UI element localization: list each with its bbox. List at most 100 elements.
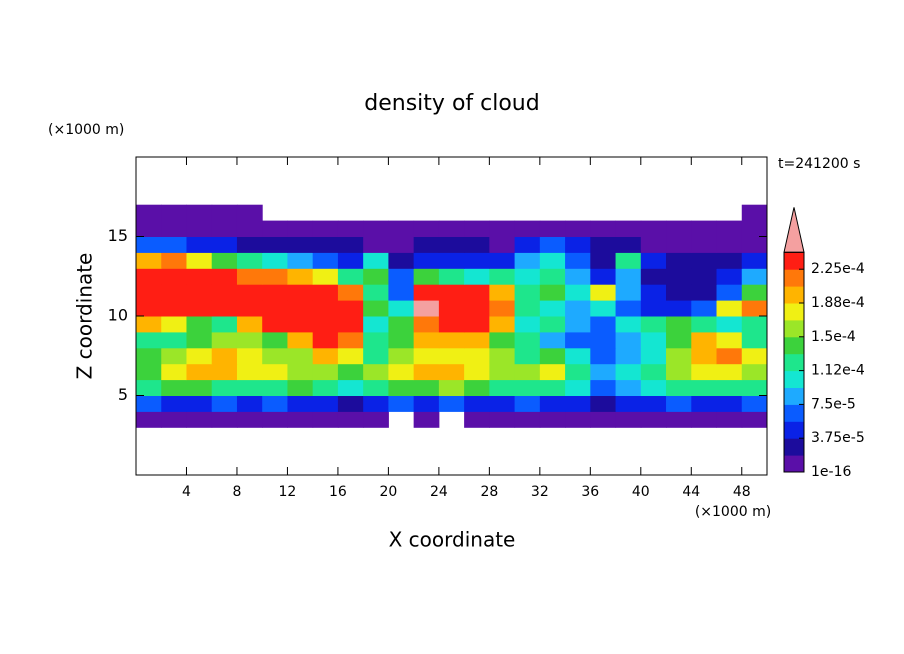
density-cell <box>312 316 339 333</box>
density-cell <box>590 411 617 428</box>
colorbar-band <box>784 370 804 388</box>
density-cell <box>615 300 642 317</box>
density-cell <box>615 268 642 285</box>
density-cell <box>262 363 288 381</box>
density-cell <box>741 331 768 349</box>
density-cell <box>741 252 768 269</box>
x-tick-label: 40 <box>632 484 650 500</box>
density-cell <box>262 395 288 412</box>
density-cell <box>337 395 364 412</box>
density-cell <box>464 284 490 301</box>
density-cell <box>691 395 718 412</box>
colorbar-extension <box>783 207 805 253</box>
density-cell <box>590 331 617 349</box>
density-cell <box>211 395 238 412</box>
colorbar-tick-label: 1.5e-4 <box>811 329 856 345</box>
density-cell <box>565 363 591 381</box>
density-cell <box>691 347 718 365</box>
density-cell <box>186 379 213 396</box>
density-cell <box>312 300 339 317</box>
density-cell <box>640 331 667 349</box>
density-cell <box>741 363 768 381</box>
density-cell <box>489 347 516 365</box>
colorbar-band <box>784 438 804 456</box>
density-cell <box>388 331 415 349</box>
density-cell <box>363 347 389 365</box>
density-cell <box>236 284 263 301</box>
density-cell <box>640 347 667 365</box>
density-cell <box>666 268 692 285</box>
density-cell <box>337 316 364 333</box>
density-cell <box>666 331 692 349</box>
density-cell <box>741 268 768 285</box>
density-cell <box>211 284 238 301</box>
density-cell <box>262 331 288 349</box>
density-cell <box>363 331 389 349</box>
x-tick-label: 24 <box>430 484 448 500</box>
density-cell <box>312 411 339 428</box>
density-cell <box>716 411 743 428</box>
density-cell <box>388 300 415 317</box>
density-cell <box>363 236 389 253</box>
density-cell <box>489 411 516 428</box>
density-cell <box>413 300 440 317</box>
density-cell <box>666 236 692 253</box>
density-cell <box>161 331 187 349</box>
density-cell <box>514 411 541 428</box>
density-cell <box>716 252 743 269</box>
x-tick-label: 32 <box>531 484 549 500</box>
density-cell <box>211 300 238 317</box>
density-cell <box>489 363 516 381</box>
density-cell <box>741 236 768 253</box>
density-cell <box>161 379 187 396</box>
density-cell <box>489 300 516 317</box>
density-cell <box>464 300 490 317</box>
density-cell <box>691 363 718 381</box>
density-cell <box>615 395 642 412</box>
density-cell <box>539 284 566 301</box>
density-cell <box>236 268 263 285</box>
density-cell <box>236 204 263 222</box>
density-cell <box>514 347 541 365</box>
density-cell <box>716 284 743 301</box>
density-cell <box>716 300 743 317</box>
colorbar-band <box>784 421 804 439</box>
density-cell <box>464 331 490 349</box>
density-cell <box>312 379 339 396</box>
density-cell <box>615 331 642 349</box>
density-cell <box>590 252 617 269</box>
density-cell <box>287 220 314 237</box>
density-cell <box>438 236 465 253</box>
density-cell <box>691 284 718 301</box>
density-cell <box>666 411 692 428</box>
density-cell <box>464 252 490 269</box>
density-cell <box>489 252 516 269</box>
density-cell <box>464 316 490 333</box>
density-cell <box>186 252 213 269</box>
density-cell <box>388 395 415 412</box>
density-cell <box>161 268 187 285</box>
density-cell <box>363 268 389 285</box>
density-cell <box>464 268 490 285</box>
x-tick-label: 12 <box>279 484 297 500</box>
density-cell <box>615 316 642 333</box>
time-annotation: t=241200 s <box>778 156 860 172</box>
density-cell <box>464 236 490 253</box>
density-cell <box>489 284 516 301</box>
density-cell <box>388 252 415 269</box>
density-cell <box>287 268 314 285</box>
density-cell <box>337 347 364 365</box>
density-cell <box>312 268 339 285</box>
density-cell <box>565 300 591 317</box>
density-cell <box>691 252 718 269</box>
density-cell <box>741 316 768 333</box>
density-cell <box>514 252 541 269</box>
density-cell <box>388 236 415 253</box>
density-cell <box>539 379 566 396</box>
density-cell <box>161 363 187 381</box>
density-cell <box>262 252 288 269</box>
density-cell <box>514 363 541 381</box>
x-axis-label: X coordinate <box>389 528 516 552</box>
density-cell <box>741 220 768 237</box>
density-cell <box>388 316 415 333</box>
